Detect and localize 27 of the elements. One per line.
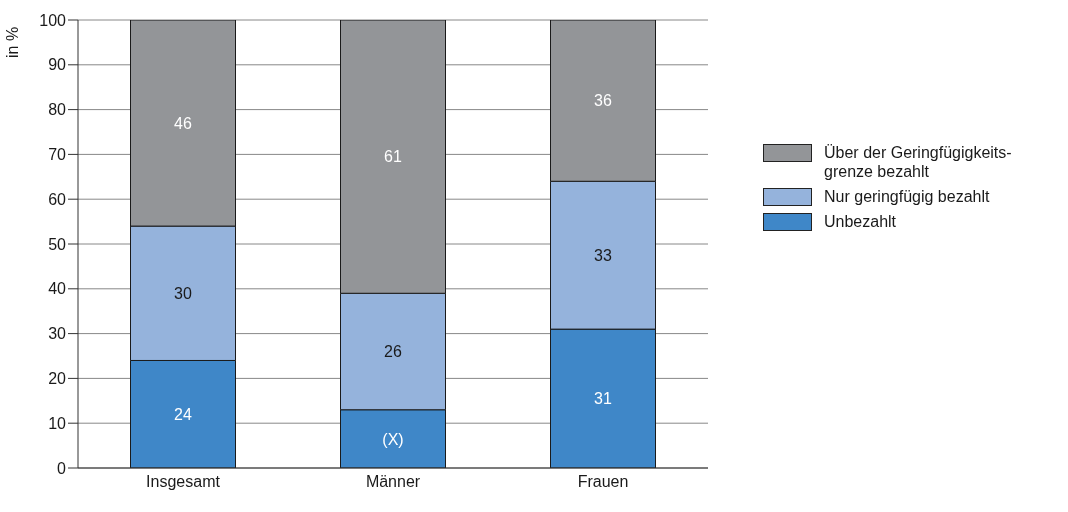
data-label: 61	[384, 148, 402, 166]
y-axis-title: in %	[4, 26, 22, 58]
data-label: (X)	[382, 430, 404, 448]
data-label: 36	[594, 92, 612, 110]
legend-label: Über der Geringfügigkeits-grenze bezahlt	[824, 143, 1013, 181]
data-label: 31	[594, 390, 612, 408]
data-label: 33	[594, 246, 612, 264]
y-tick-label: 90	[48, 56, 67, 74]
y-tick-label: 40	[48, 280, 67, 298]
data-label: 24	[174, 405, 192, 423]
data-label: 46	[174, 114, 192, 132]
y-tick-label: 70	[48, 146, 67, 164]
y-tick-label: 50	[48, 235, 67, 253]
y-tick-label: 60	[48, 190, 67, 208]
legend-label: Nur geringfügig bezahlt	[824, 187, 991, 206]
data-label: 26	[384, 343, 402, 361]
y-tick-label: 10	[48, 414, 67, 432]
data-label: 30	[174, 284, 192, 302]
y-tick-label: 80	[48, 101, 67, 119]
y-tick-label: 0	[57, 459, 67, 477]
y-tick-label: 100	[39, 11, 67, 29]
x-tick-label: Männer	[365, 473, 421, 491]
x-tick-label: Insgesamt	[146, 473, 221, 491]
y-tick-label: 30	[48, 325, 67, 343]
x-tick-label: Frauen	[577, 473, 629, 491]
y-tick-label: 20	[48, 370, 67, 388]
legend-label: Unbezahlt	[824, 212, 898, 231]
